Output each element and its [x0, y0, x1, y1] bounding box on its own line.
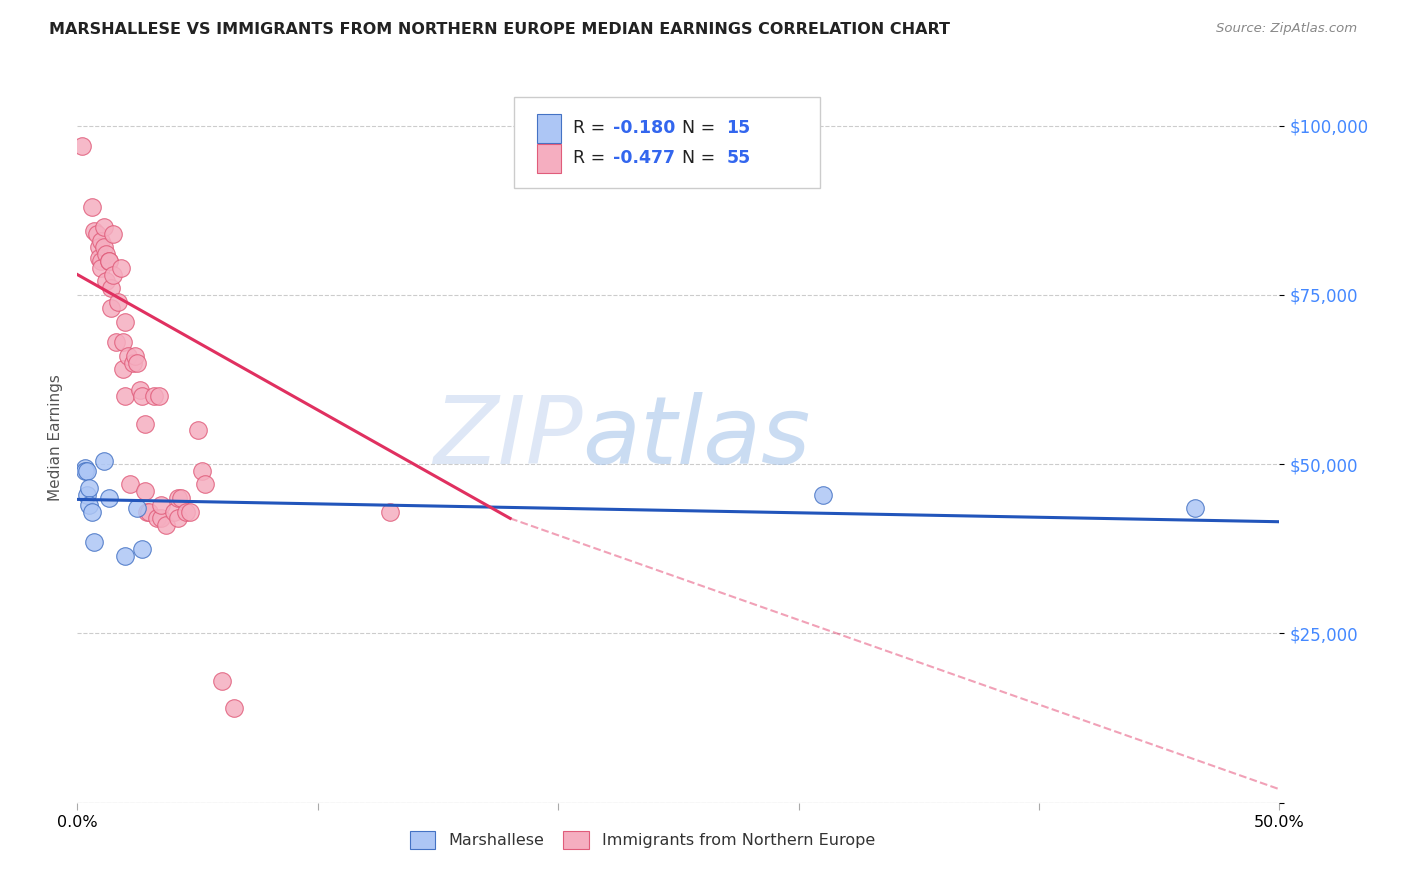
Point: [87, 251, 110, 265]
Point: [79, 498, 101, 512]
Text: -0.477: -0.477: [613, 149, 675, 168]
Point: [104, 335, 127, 350]
Point: [155, 518, 177, 533]
Point: [73, 464, 96, 478]
Point: [90, 254, 112, 268]
Point: [150, 498, 173, 512]
Text: ZIP: ZIP: [433, 392, 582, 483]
Point: [83, 535, 105, 549]
Point: [107, 294, 129, 309]
Point: [131, 541, 153, 556]
Point: [86, 227, 108, 241]
Point: [194, 477, 217, 491]
Point: [211, 673, 233, 688]
Text: MARSHALLESE VS IMMIGRANTS FROM NORTHERN EUROPE MEDIAN EARNINGS CORRELATION CHART: MARSHALLESE VS IMMIGRANTS FROM NORTHERN …: [49, 22, 950, 37]
Point: [143, 389, 166, 403]
Point: [117, 349, 139, 363]
Point: [79, 481, 101, 495]
Point: [128, 383, 150, 397]
Point: [100, 281, 122, 295]
Point: [114, 389, 136, 403]
Point: [111, 362, 134, 376]
Point: [97, 254, 120, 268]
FancyBboxPatch shape: [513, 97, 820, 188]
Point: [162, 505, 184, 519]
Point: [97, 491, 120, 505]
FancyBboxPatch shape: [537, 114, 561, 143]
Point: [186, 423, 209, 437]
Point: [127, 355, 149, 369]
Point: [90, 260, 112, 275]
Point: [80, 200, 103, 214]
Point: [131, 389, 153, 403]
Point: [80, 505, 103, 519]
Point: [114, 315, 136, 329]
Point: [100, 301, 122, 316]
Text: atlas: atlas: [582, 392, 810, 483]
Text: R =: R =: [572, 120, 610, 137]
Text: -0.180: -0.180: [613, 120, 676, 137]
Point: [174, 505, 197, 519]
Text: Source: ZipAtlas.com: Source: ZipAtlas.com: [1216, 22, 1357, 36]
Point: [179, 505, 201, 519]
Point: [1184, 501, 1206, 516]
Point: [90, 234, 112, 248]
Point: [136, 505, 159, 519]
Point: [93, 454, 115, 468]
Point: [127, 501, 149, 516]
Point: [811, 488, 834, 502]
Point: [120, 477, 142, 491]
Point: [170, 491, 193, 505]
Point: [191, 464, 214, 478]
Point: [73, 460, 96, 475]
Point: [70, 139, 93, 153]
Point: [93, 240, 115, 254]
Point: [145, 511, 167, 525]
Point: [138, 505, 160, 519]
Text: R =: R =: [572, 149, 610, 168]
Text: N =: N =: [671, 120, 721, 137]
Point: [97, 254, 120, 268]
Point: [76, 464, 98, 478]
Point: [134, 484, 156, 499]
Point: [150, 511, 173, 525]
Point: [103, 268, 125, 282]
FancyBboxPatch shape: [537, 144, 561, 173]
Point: [134, 417, 156, 431]
Point: [148, 389, 170, 403]
Point: [87, 240, 110, 254]
Point: [378, 505, 401, 519]
Text: 15: 15: [727, 120, 751, 137]
Text: N =: N =: [671, 149, 721, 168]
Point: [124, 349, 146, 363]
Point: [110, 260, 132, 275]
Text: 55: 55: [727, 149, 751, 168]
Point: [222, 701, 245, 715]
Point: [111, 335, 134, 350]
Point: [167, 491, 190, 505]
Point: [96, 247, 118, 261]
Point: [114, 549, 136, 563]
Point: [93, 220, 115, 235]
Point: [121, 355, 143, 369]
Point: [83, 223, 105, 237]
Point: [96, 274, 118, 288]
Legend: Marshallese, Immigrants from Northern Europe: Marshallese, Immigrants from Northern Eu…: [402, 822, 883, 857]
Y-axis label: Median Earnings: Median Earnings: [48, 374, 63, 500]
Point: [167, 511, 190, 525]
Point: [76, 488, 98, 502]
Point: [103, 227, 125, 241]
